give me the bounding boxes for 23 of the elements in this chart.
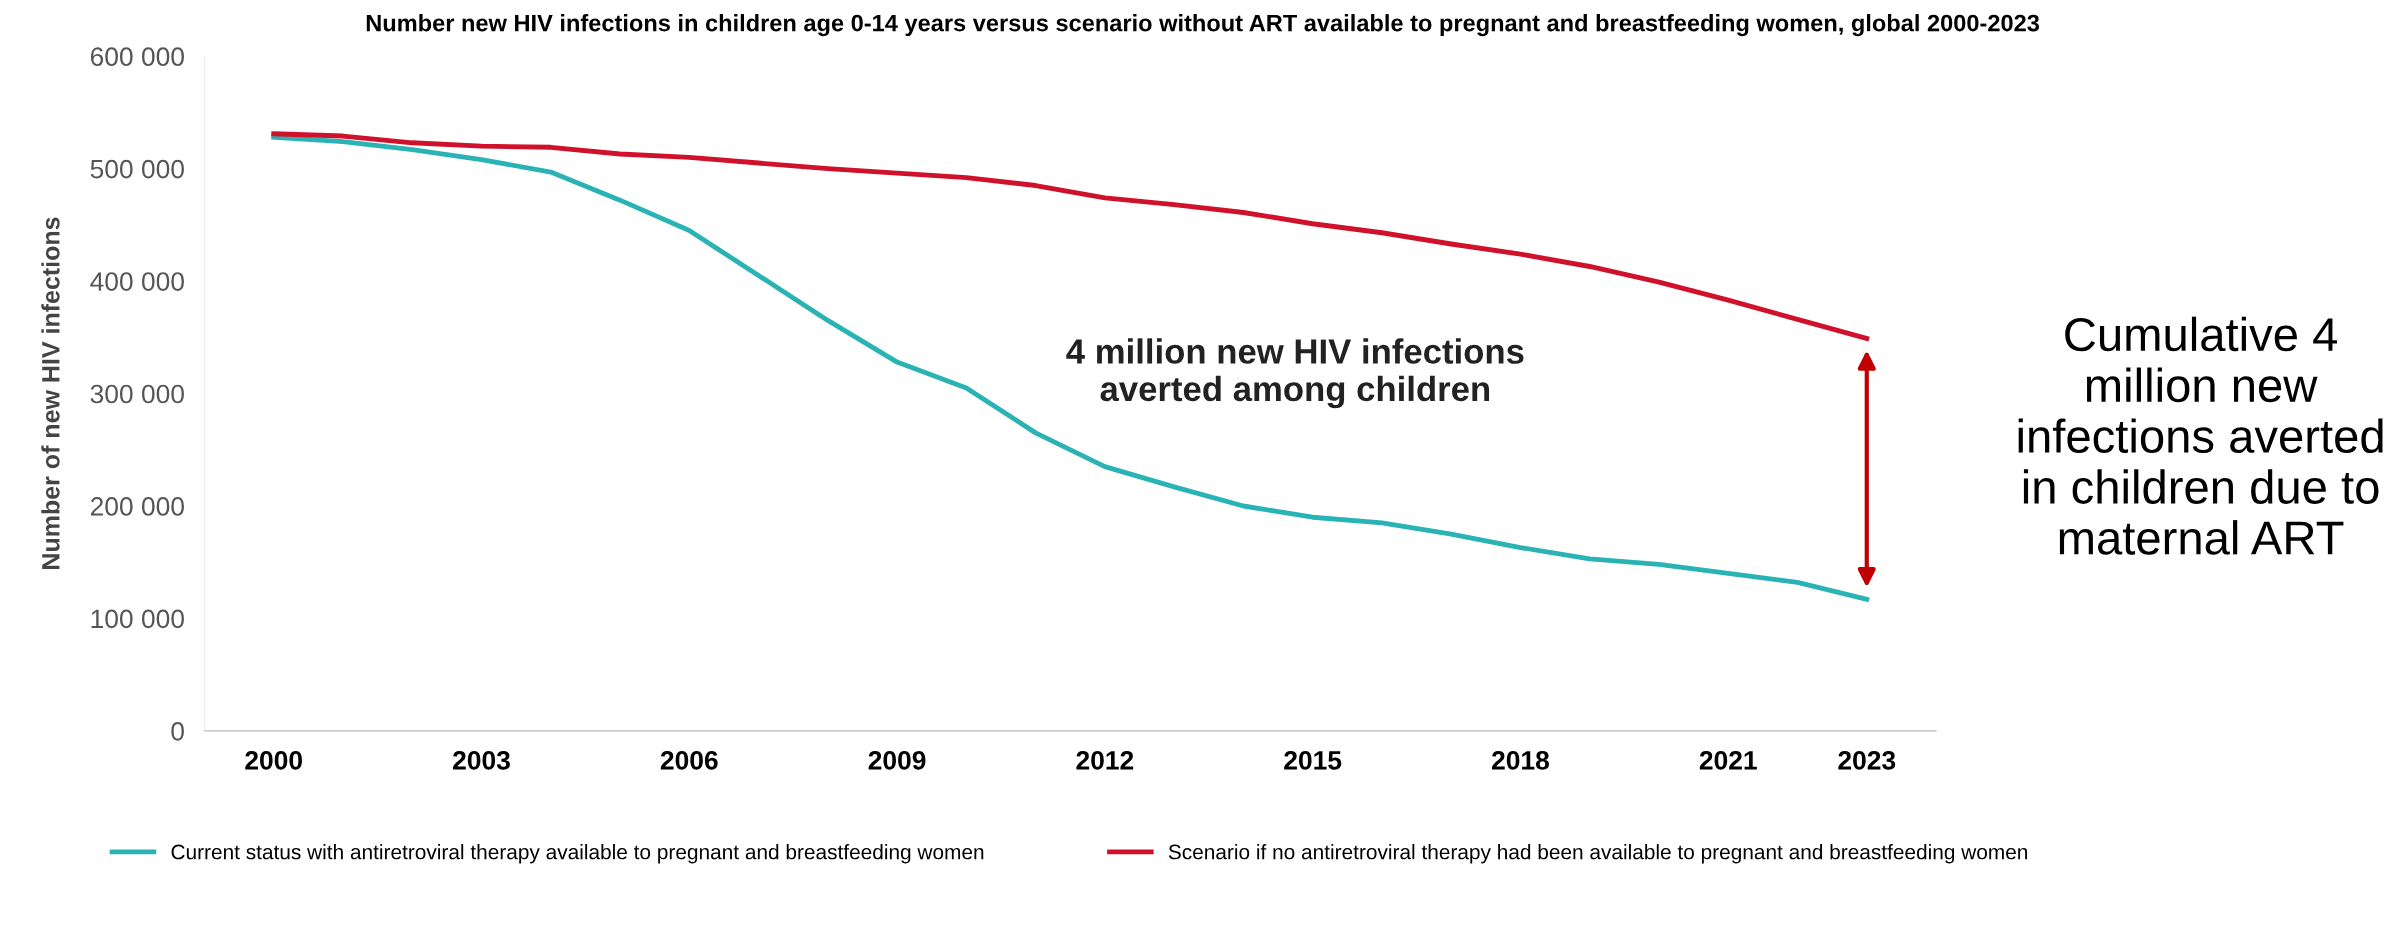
y-tick-label: 300 000 <box>90 384 184 404</box>
x-tick-label: 2003 <box>453 751 510 770</box>
x-tick-label: 2015 <box>1284 751 1342 770</box>
legend-label: Scenario if no antiretroviral therapy had been available to pregnant and breastfeeding women <box>1168 844 2028 864</box>
y-tick-label: 200 000 <box>90 497 184 516</box>
y-tick-label: 0 <box>171 721 184 741</box>
x-tick-label: 2012 <box>1076 751 1134 770</box>
text: Cumulative 4 million new infections averted in children due to maternal ART <box>2018 316 2383 555</box>
y-tick-label: 400 000 <box>90 272 184 291</box>
y-tick-label: 600 000 <box>90 47 184 67</box>
legend-label: Current status with antiretroviral therapy available to pregnant and breastfeeding women <box>171 844 984 864</box>
x-tick-label: 2018 <box>1492 751 1549 770</box>
x-tick-label: 2006 <box>660 751 718 770</box>
x-tick-label: 2009 <box>868 751 926 770</box>
annotation: 4 million new HIV infections averted among children <box>1066 338 1524 409</box>
chart-title: Number new HIV infections in children age 0-14 years versus scenario without ART available to pregnant and breastfeeding women, global 2000-2023 <box>366 14 2040 37</box>
x-tick-label: 2000 <box>245 751 302 770</box>
line-series <box>271 134 1870 602</box>
y-tick-label: 100 000 <box>91 609 184 629</box>
x-tick-label: 2023 <box>1838 751 1896 770</box>
y-tick-label: 500 000 <box>90 159 184 179</box>
y-axis-title: Number of new HIV infections <box>41 217 60 569</box>
x-tick-label: 2021 <box>1699 751 1757 770</box>
